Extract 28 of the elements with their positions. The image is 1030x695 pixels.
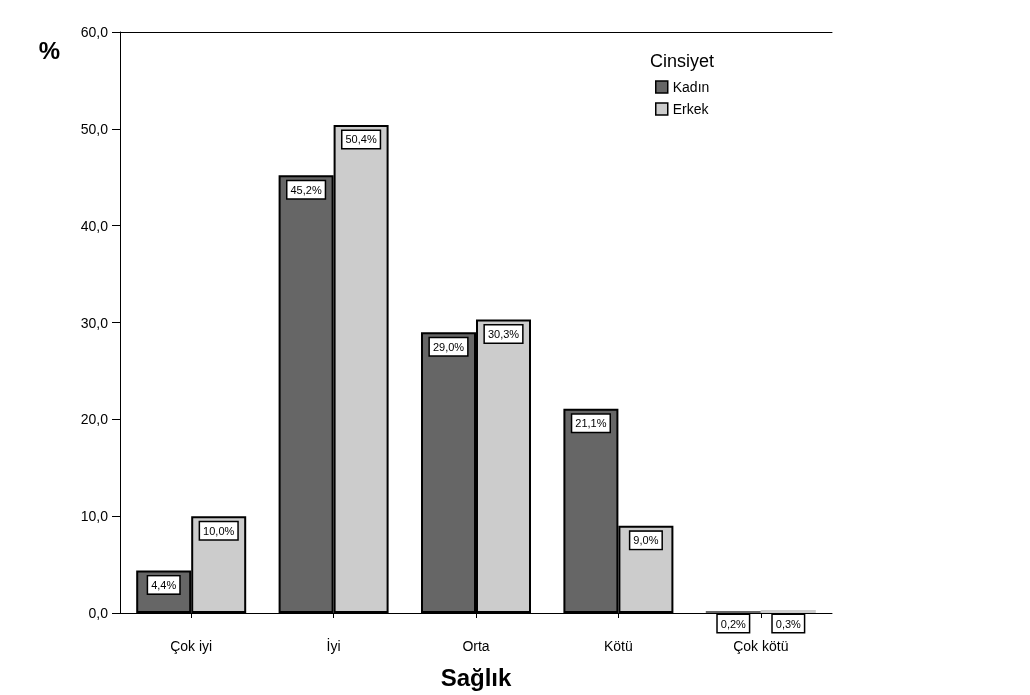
data-label: 50,4% <box>345 133 377 146</box>
data-label: 10,0% <box>203 524 235 537</box>
data-label: 29,0% <box>432 340 465 353</box>
legend-label: Kadın <box>672 79 710 95</box>
y-tick-label: 30,0 <box>80 314 109 331</box>
y-tick-label: 10,0 <box>80 508 109 525</box>
x-axis-title: Sağlık <box>440 663 512 691</box>
x-tick-label: Çok kötü <box>733 638 789 654</box>
y-axis-title: % <box>38 36 60 64</box>
x-tick-label: Kötü <box>603 638 633 654</box>
data-label: 21,1% <box>575 417 607 430</box>
x-tick-label: Çok iyi <box>170 638 213 654</box>
y-tick-label: 0,0 <box>88 605 109 621</box>
x-tick-label: İyi <box>326 637 341 654</box>
data-label: 4,4% <box>151 578 177 591</box>
data-label: 45,2% <box>290 183 322 196</box>
data-label: 30,3% <box>487 328 520 341</box>
legend-label: Erkek <box>672 101 710 117</box>
y-tick-label: 60,0 <box>80 24 109 40</box>
bar <box>760 610 816 613</box>
data-label: 0,3% <box>775 617 802 630</box>
data-label: 0,2% <box>720 617 747 630</box>
y-tick-label: 20,0 <box>80 411 109 428</box>
y-tick-label: 40,0 <box>80 217 109 234</box>
x-tick-label: Orta <box>462 638 490 654</box>
y-tick-label: 50,0 <box>80 120 109 137</box>
data-label: 9,0% <box>633 534 659 547</box>
legend-title: Cinsiyet <box>650 51 715 71</box>
